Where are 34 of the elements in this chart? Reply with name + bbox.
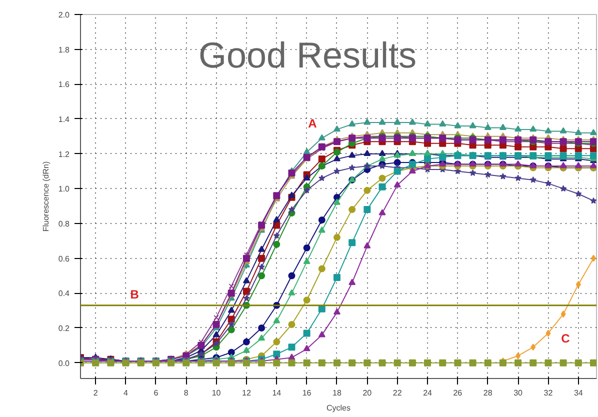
y-tick-label: 1.2 <box>58 150 70 159</box>
x-tick-label: 22 <box>392 388 402 398</box>
y-tick-label: 2.0 <box>58 10 70 20</box>
x-tick-label: 34 <box>574 388 584 398</box>
x-tick-label: 30 <box>514 388 524 398</box>
x-tick-label: 2 <box>93 388 98 398</box>
x-tick-label: 4 <box>124 388 129 398</box>
x-tick-label: 6 <box>154 388 159 398</box>
x-tick-label: 10 <box>212 388 222 398</box>
x-tick-label: 14 <box>272 388 282 398</box>
annotation: C <box>561 332 570 346</box>
x-tick-label: 8 <box>184 388 189 398</box>
y-tick-label: 1.6 <box>58 80 70 90</box>
ref-line-label: B <box>130 287 140 302</box>
y-tick-label: 1.8 <box>58 45 70 54</box>
x-tick-label: 28 <box>483 388 493 398</box>
y-tick-label: 0.2 <box>58 324 70 333</box>
x-axis-title: Cycles <box>326 404 351 412</box>
y-tick-label: 0.4 <box>58 289 70 298</box>
x-tick-label: 16 <box>302 388 312 398</box>
y-tick-label: 1.0 <box>58 184 70 194</box>
x-tick-label: 32 <box>544 388 554 398</box>
y-tick-label: 0.0 <box>58 358 70 368</box>
y-axis-title: Fluorescence (dRn) <box>41 161 50 232</box>
x-tick-label: 12 <box>242 388 252 398</box>
x-tick-label: 26 <box>453 388 463 398</box>
x-tick-label: 20 <box>362 388 372 398</box>
x-tick-label: 24 <box>423 388 433 398</box>
x-tick-label: 18 <box>332 388 342 398</box>
annotation: A <box>308 116 318 130</box>
y-tick-label: 1.4 <box>58 115 70 124</box>
text: Good Results <box>198 34 417 76</box>
y-tick-label: 0.6 <box>58 254 70 264</box>
y-tick-label: 0.8 <box>58 219 70 228</box>
